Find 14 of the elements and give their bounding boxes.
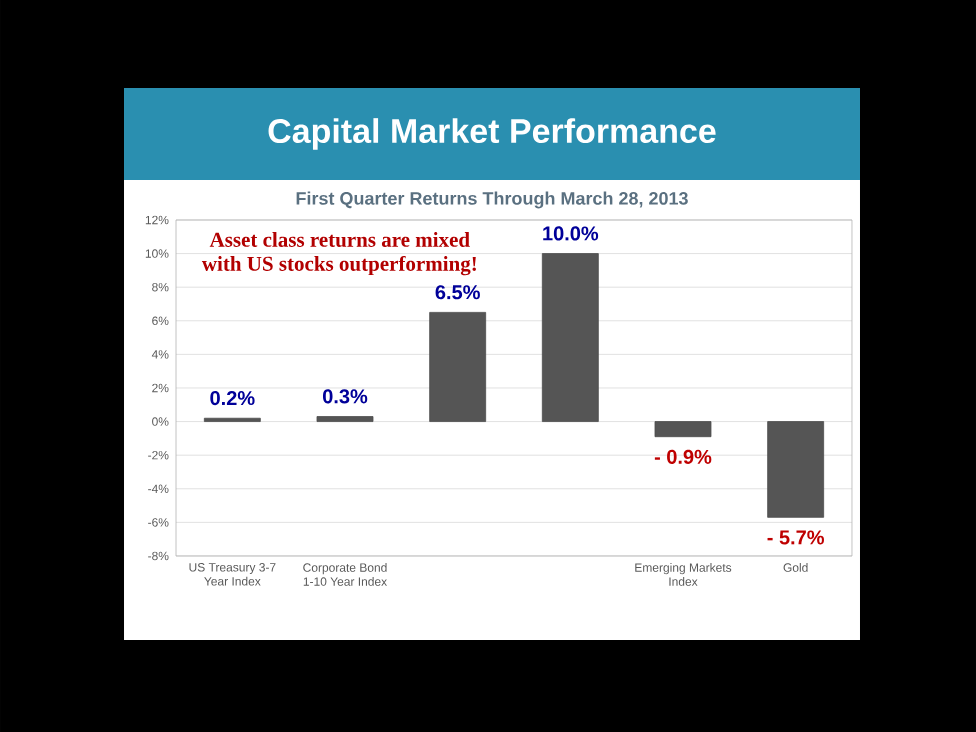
data-label: 10.0% (543, 226, 599, 241)
bar (767, 421, 825, 518)
data-label: - 0.9% (654, 449, 712, 464)
data-label: 0.2% (210, 391, 255, 406)
bar (541, 253, 599, 422)
data-label: 0.3% (322, 389, 368, 404)
annotation: Asset class returns are mixed with US stocks outperforming! (201, 232, 476, 276)
data-label: 6.5% (435, 285, 480, 300)
chart-title: Capital Market Performance (268, 118, 716, 150)
bar (429, 311, 487, 422)
chart-subtitle: First Quarter Returns Through March 28, 2013 (296, 191, 688, 209)
bar (316, 416, 374, 422)
bar (654, 421, 712, 438)
data-label: - 5.7% (767, 530, 824, 545)
